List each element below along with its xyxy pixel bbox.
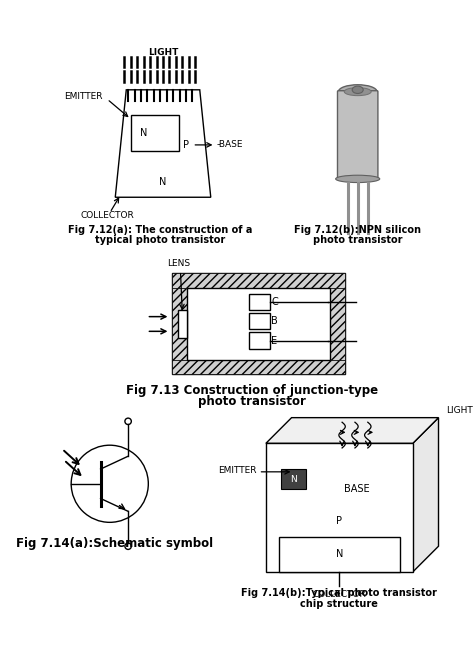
Text: typical photo transistor: typical photo transistor (95, 235, 225, 245)
Text: -BASE: -BASE (216, 141, 243, 149)
FancyBboxPatch shape (337, 90, 378, 180)
Text: E: E (272, 336, 277, 346)
Text: photo transistor: photo transistor (198, 395, 306, 407)
Polygon shape (413, 417, 438, 572)
Text: LENS: LENS (167, 259, 190, 268)
Text: COLLECTOR: COLLECTOR (312, 590, 366, 599)
Bar (172, 360, 345, 375)
Text: Fig 7.13 Construction of junction-type: Fig 7.13 Construction of junction-type (126, 384, 378, 397)
Text: EMITTER: EMITTER (218, 466, 257, 476)
Bar (330, 288, 345, 360)
Polygon shape (266, 417, 438, 444)
Bar (249, 293, 270, 310)
Bar (249, 332, 270, 349)
Bar (172, 288, 187, 360)
Bar (279, 537, 400, 572)
Ellipse shape (344, 88, 371, 96)
Text: B: B (272, 316, 278, 326)
Text: N: N (159, 177, 167, 187)
Ellipse shape (336, 176, 380, 182)
Bar (187, 288, 330, 360)
Text: Fig 7.14(a):Schematic symbol: Fig 7.14(a):Schematic symbol (16, 537, 213, 550)
Text: photo transistor: photo transistor (313, 235, 402, 245)
Text: BASE: BASE (344, 484, 370, 494)
Bar (249, 313, 270, 330)
Bar (281, 469, 306, 489)
Text: COLLECTOR: COLLECTOR (81, 211, 134, 220)
Text: Fig 7.12(a): The construction of a: Fig 7.12(a): The construction of a (68, 225, 253, 234)
Bar (172, 273, 345, 288)
Text: chip structure: chip structure (301, 598, 378, 608)
Text: N: N (290, 474, 297, 484)
Bar (178, 310, 187, 338)
Bar (266, 444, 413, 572)
Ellipse shape (352, 86, 363, 94)
Text: Fig 7.12(b):NPN silicon: Fig 7.12(b):NPN silicon (294, 225, 421, 234)
Text: LIGHT: LIGHT (148, 48, 178, 56)
Bar (172, 273, 345, 375)
Bar (131, 115, 179, 151)
Text: Fig 7.14(b):Typical photo transistor: Fig 7.14(b):Typical photo transistor (241, 588, 438, 598)
Text: P: P (183, 140, 189, 150)
Ellipse shape (338, 84, 377, 98)
Text: C: C (272, 297, 278, 307)
Text: N: N (336, 549, 343, 559)
Text: EMITTER: EMITTER (64, 92, 102, 100)
Text: P: P (337, 517, 342, 527)
Text: LIGHT: LIGHT (446, 406, 473, 415)
Text: N: N (140, 128, 147, 138)
